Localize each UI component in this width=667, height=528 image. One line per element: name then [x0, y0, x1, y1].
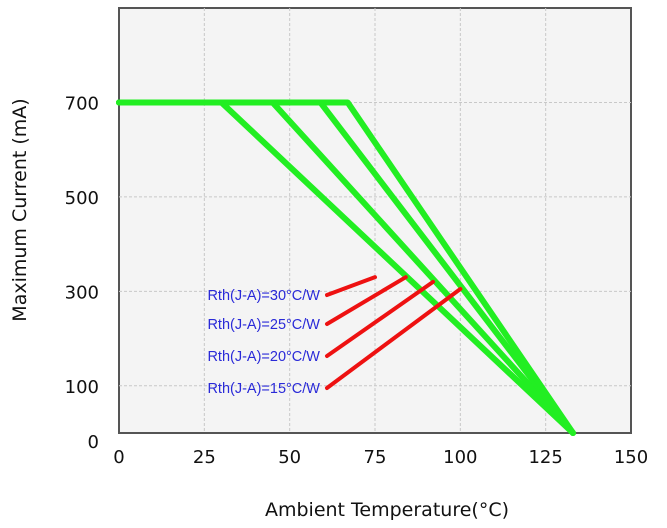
series-line-4: [116, 99, 576, 436]
annotation-label-2: Rth(J-A)=25°C/W: [207, 317, 320, 333]
annotation-pointer-1: [325, 275, 377, 297]
x-tick-label-75: 75: [364, 447, 387, 468]
y-tick-labels: 0 100 300 500 700: [65, 93, 99, 453]
y-axis-title: Maximum Current (mA): [9, 98, 31, 321]
y-tick-label-300: 300: [65, 282, 99, 303]
x-tick-label-0: 0: [113, 447, 124, 468]
y-tick-label-700: 700: [65, 93, 99, 114]
annotation-label-1: Rth(J-A)=30°C/W: [207, 288, 320, 304]
annotation-pointer-3: [325, 279, 436, 358]
annotations: Rth(J-A)=30°C/W Rth(J-A)=25°C/W Rth(J-A)=2…: [207, 288, 320, 397]
annotation-label-4: Rth(J-A)=15°C/W: [207, 381, 320, 397]
annotation-label-3: Rth(J-A)=20°C/W: [207, 349, 320, 365]
grid: [119, 8, 631, 433]
x-tick-label-25: 25: [193, 447, 216, 468]
y-tick-label-500: 500: [65, 188, 99, 209]
annotation-pointer-2: [325, 275, 408, 326]
x-tick-label-125: 125: [528, 447, 562, 468]
x-tick-label-100: 100: [443, 447, 477, 468]
series-layer: [116, 99, 576, 436]
y-tick-label-100: 100: [65, 377, 99, 398]
x-tick-labels: 0 25 50 75 100 125 150: [113, 447, 648, 468]
y-tick-label-0: 0: [88, 432, 99, 453]
annotation-pointers: [325, 275, 463, 390]
x-axis-title: Ambient Temperature(°C): [265, 499, 509, 521]
x-tick-label-150: 150: [614, 447, 648, 468]
x-tick-label-50: 50: [278, 447, 301, 468]
annotation-pointer-4: [325, 286, 463, 390]
